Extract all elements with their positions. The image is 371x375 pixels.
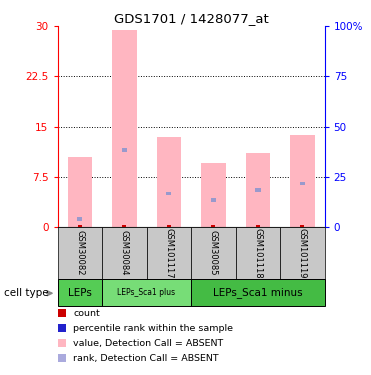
Bar (191, 279, 325, 306)
Bar (68, 157, 92, 227)
Bar (122, 225, 126, 227)
Bar (236, 227, 280, 279)
Bar (191, 227, 236, 279)
Bar (167, 225, 171, 227)
Bar (112, 30, 137, 227)
Text: GSM30085: GSM30085 (209, 230, 218, 276)
Text: LEPs: LEPs (68, 288, 92, 297)
Text: LEPs_Sca1 plus: LEPs_Sca1 plus (118, 288, 175, 297)
Text: percentile rank within the sample: percentile rank within the sample (73, 324, 233, 333)
Bar (122, 148, 127, 152)
Bar (78, 225, 82, 227)
Text: cell type: cell type (4, 288, 48, 298)
Bar (255, 188, 260, 192)
Bar (77, 217, 82, 221)
Bar (211, 225, 215, 227)
Bar (201, 164, 226, 227)
Text: GSM30084: GSM30084 (120, 230, 129, 276)
Bar (147, 227, 191, 279)
Bar (290, 135, 315, 227)
Text: GSM30082: GSM30082 (75, 230, 84, 276)
Bar (58, 227, 102, 279)
Title: GDS1701 / 1428077_at: GDS1701 / 1428077_at (114, 12, 269, 25)
Text: value, Detection Call = ABSENT: value, Detection Call = ABSENT (73, 339, 223, 348)
Bar (102, 279, 191, 306)
Bar (166, 192, 171, 195)
Bar (58, 279, 102, 306)
Bar (256, 225, 260, 227)
Bar (301, 225, 304, 227)
Bar (246, 153, 270, 227)
Bar (300, 182, 305, 185)
Text: rank, Detection Call = ABSENT: rank, Detection Call = ABSENT (73, 354, 219, 363)
Bar (280, 227, 325, 279)
Bar (157, 136, 181, 227)
Text: GSM101118: GSM101118 (253, 228, 262, 278)
Bar (211, 198, 216, 202)
Text: LEPs_Sca1 minus: LEPs_Sca1 minus (213, 287, 303, 298)
Text: count: count (73, 309, 100, 318)
Bar (102, 227, 147, 279)
Text: GSM101117: GSM101117 (164, 228, 173, 278)
Text: GSM101119: GSM101119 (298, 228, 307, 278)
